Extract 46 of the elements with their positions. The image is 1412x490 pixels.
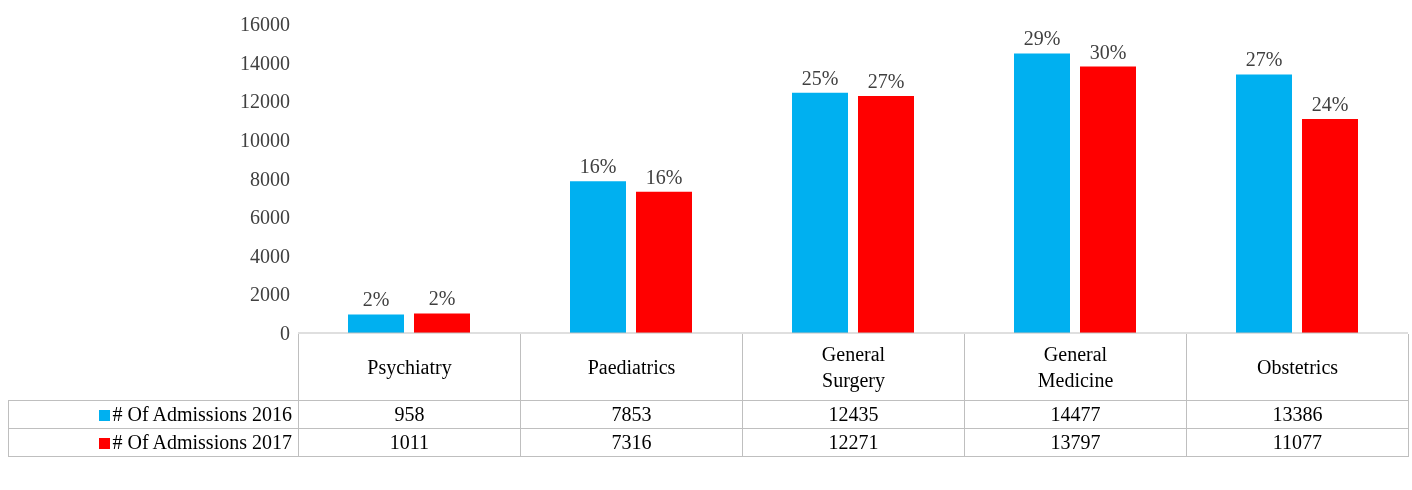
annotation: 30% [1089, 40, 1127, 63]
y-tick-label: 14000 [240, 51, 290, 74]
data-label: 1011 [298, 428, 521, 456]
data-label: 14477 [964, 400, 1187, 428]
y-tick-label: 6000 [250, 206, 290, 229]
x-tick-label: Paediatrics [586, 354, 677, 380]
legend-label: # Of Admissions 2017 [8, 428, 299, 456]
bar [1236, 74, 1292, 333]
annotation: 2% [362, 288, 390, 311]
y-tick-label: 10000 [240, 128, 290, 151]
annotation: 29% [1023, 27, 1061, 50]
legend-label: # Of Admissions 2016 [8, 400, 299, 428]
bar [792, 92, 848, 333]
data-label: 958 [298, 400, 521, 428]
y-tick-label: 12000 [240, 90, 290, 113]
bar [414, 313, 470, 333]
annotation: 24% [1311, 93, 1349, 116]
bar [1080, 66, 1136, 333]
data-label: 13797 [964, 428, 1187, 456]
y-tick-label: 2000 [250, 283, 290, 306]
data-label: 12271 [742, 428, 965, 456]
y-tick-label: 8000 [250, 167, 290, 190]
data-label: 7853 [520, 400, 743, 428]
y-tick-label: 16000 [240, 13, 290, 36]
data-label: 13386 [1186, 400, 1409, 428]
x-tick-label: General Surgery [820, 341, 887, 393]
y-tick-label: 0 [280, 322, 290, 345]
x-tick-label: General Medicine [1036, 341, 1115, 393]
data-label: 11077 [1186, 428, 1409, 456]
bar [1302, 119, 1358, 333]
x-tick-label: Psychiatry [366, 354, 453, 380]
x-tick-label: Obstetrics [1255, 354, 1340, 380]
annotation: 25% [801, 66, 839, 89]
bar [570, 181, 626, 333]
annotation: 27% [867, 70, 905, 93]
bar [1014, 53, 1070, 333]
bar [636, 191, 692, 333]
data-label: 12435 [742, 400, 965, 428]
annotation: 2% [428, 287, 456, 310]
annotation: 16% [645, 165, 683, 188]
bar [348, 314, 404, 333]
annotation: 16% [579, 155, 617, 178]
data-label: 7316 [520, 428, 743, 456]
y-tick-label: 4000 [250, 244, 290, 267]
annotation: 27% [1245, 48, 1283, 71]
bar [858, 96, 914, 333]
